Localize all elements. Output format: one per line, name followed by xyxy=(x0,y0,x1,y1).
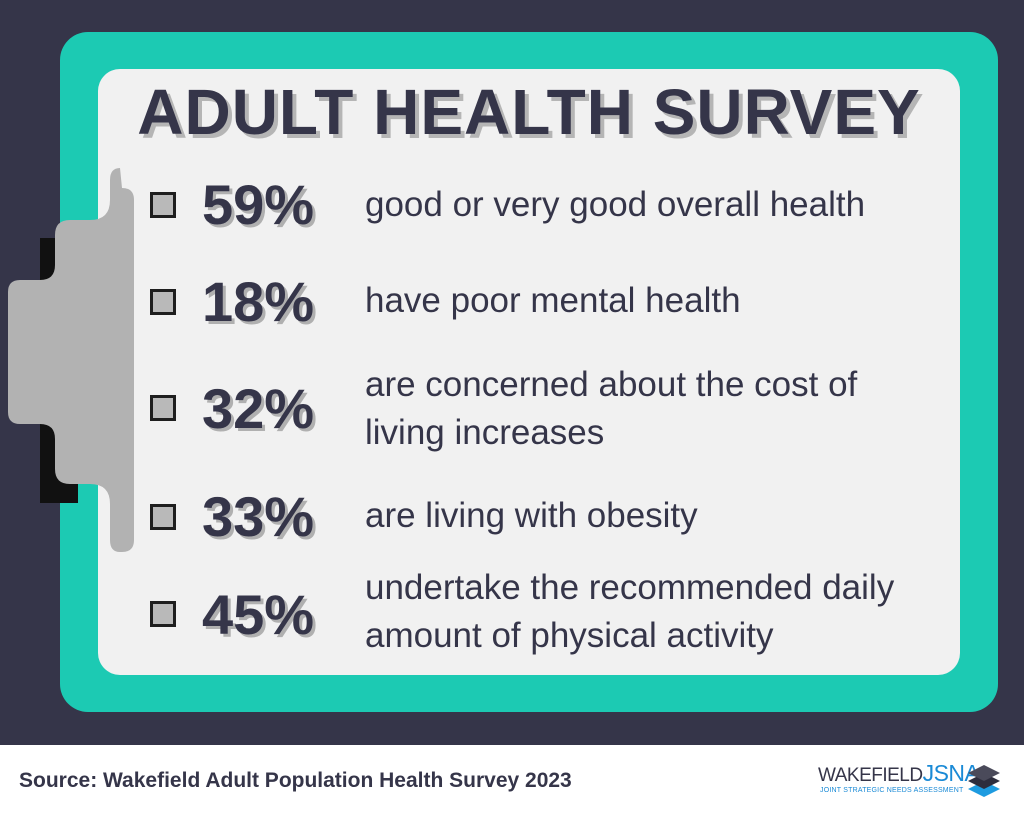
source-text: Source: Wakefield Adult Population Healt… xyxy=(19,769,572,792)
stat-description: are living with obesity xyxy=(365,496,698,535)
stat-row: 33% are living with obesity xyxy=(0,482,1024,562)
stat-description: have poor mental health xyxy=(365,281,741,320)
stat-description: are concerned about the cost of living in… xyxy=(365,365,858,452)
logo-subtitle: JOINT STRATEGIC NEEDS ASSESSMENT xyxy=(820,787,964,794)
jsna-layers-logo-icon xyxy=(968,765,1000,797)
footer: Source: Wakefield Adult Population Healt… xyxy=(0,745,1024,819)
stat-description: undertake the recommended daily amount of… xyxy=(365,568,895,655)
checkbox-icon xyxy=(150,601,176,627)
stat-row: 32% are concerned about the cost of livin… xyxy=(0,365,1024,452)
stat-row: 59% good or very good overall health xyxy=(0,170,1024,250)
logo-wordmark: WAKEFIELDJSNA xyxy=(818,761,980,788)
stat-value: 45% xyxy=(202,583,315,646)
stat-row: 45% undertake the recommended daily amoun… xyxy=(0,565,1024,655)
stat-value: 33% xyxy=(202,485,315,548)
checkbox-icon xyxy=(150,504,176,530)
wakefield-jsna-logo: WAKEFIELDJSNA JOINT STRATEGIC NEEDS ASSE… xyxy=(818,757,1003,809)
logo-name: WAKEFIELD xyxy=(818,765,923,786)
checkbox-icon xyxy=(150,395,176,421)
clipboard-paper xyxy=(98,69,960,675)
stat-description: good or very good overall health xyxy=(365,185,866,224)
stat-row: 18% have poor mental health xyxy=(0,265,1024,345)
stat-value: 59% xyxy=(202,173,315,236)
clipboard-clip-icon xyxy=(8,168,134,552)
stat-value: 18% xyxy=(202,270,315,333)
stat-value: 32% xyxy=(202,377,315,440)
checkbox-icon xyxy=(150,289,176,315)
checkbox-icon xyxy=(150,192,176,218)
page-title: ADULT HEALTH SURVEY xyxy=(137,76,921,148)
